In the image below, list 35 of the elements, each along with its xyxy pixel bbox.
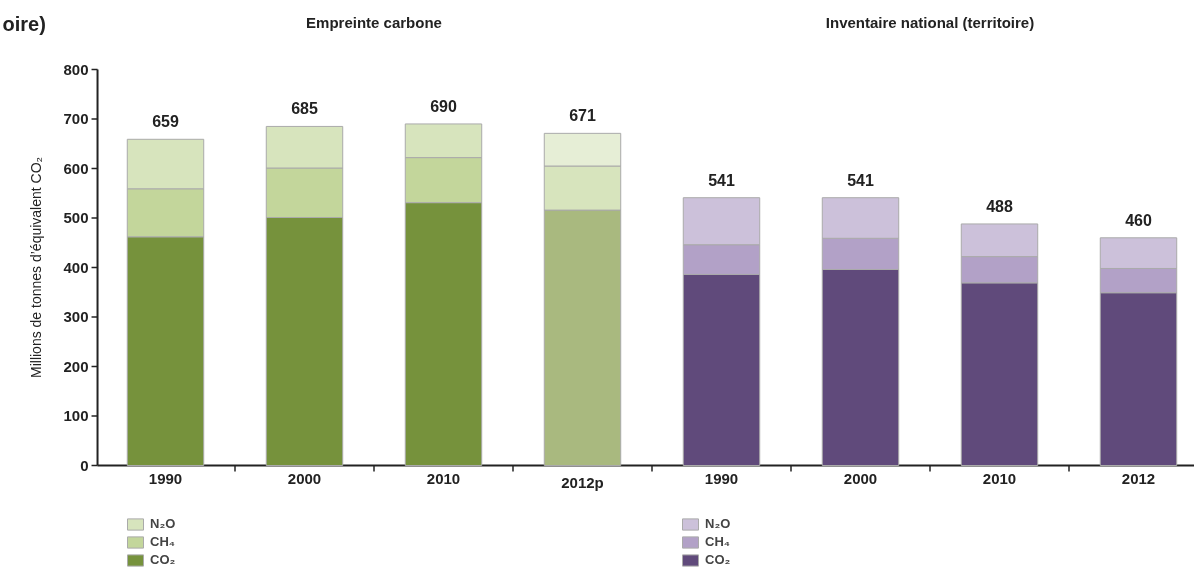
total-label: 671 xyxy=(569,107,596,125)
total-label: 541 xyxy=(847,171,874,189)
total-label: 488 xyxy=(986,197,1013,215)
y-tick-label: 200 xyxy=(63,357,89,375)
legend-label: CO₂ xyxy=(150,552,176,567)
y-tick-label: 500 xyxy=(63,209,89,226)
text: Inventaire national (territoire) xyxy=(825,13,1035,31)
total-label: 460 xyxy=(1125,211,1152,229)
legend-label: N₂O xyxy=(705,516,731,531)
legend-label: N₂O xyxy=(150,516,176,531)
y-tick-label: 300 xyxy=(63,308,89,325)
y-axis-title: Millions de tonnes d’équivalent CO₂ xyxy=(27,157,44,378)
x-tick-label: 2000 xyxy=(287,469,322,487)
y-tick-label: 800 xyxy=(63,60,89,78)
total-label: 659 xyxy=(152,113,179,131)
x-tick-label: 1990 xyxy=(148,469,183,487)
y-tick-label: 600 xyxy=(63,159,89,177)
x-tick-label: 2010 xyxy=(426,469,461,487)
legend-label: CH₄ xyxy=(705,534,730,549)
legend-label: CO₂ xyxy=(705,552,731,567)
total-label: 685 xyxy=(291,100,318,118)
y-tick-label: 100 xyxy=(63,407,89,424)
chart-title: oire) xyxy=(2,12,46,35)
x-tick-label: 2012 xyxy=(1121,469,1156,487)
x-tick-label: 2010 xyxy=(982,469,1017,487)
y-tick-label: 700 xyxy=(63,110,89,127)
x-tick-label: 2012p xyxy=(561,473,604,491)
y-tick-label: 400 xyxy=(63,258,89,276)
x-tick-label: 1990 xyxy=(704,469,739,487)
text: Empreinte carbone xyxy=(306,13,442,31)
total-label: 690 xyxy=(430,97,457,115)
x-tick-label: 2000 xyxy=(843,469,878,487)
total-label: 541 xyxy=(708,171,735,189)
y-tick-label: 0 xyxy=(80,456,89,474)
legend-label: CH₄ xyxy=(150,534,175,549)
